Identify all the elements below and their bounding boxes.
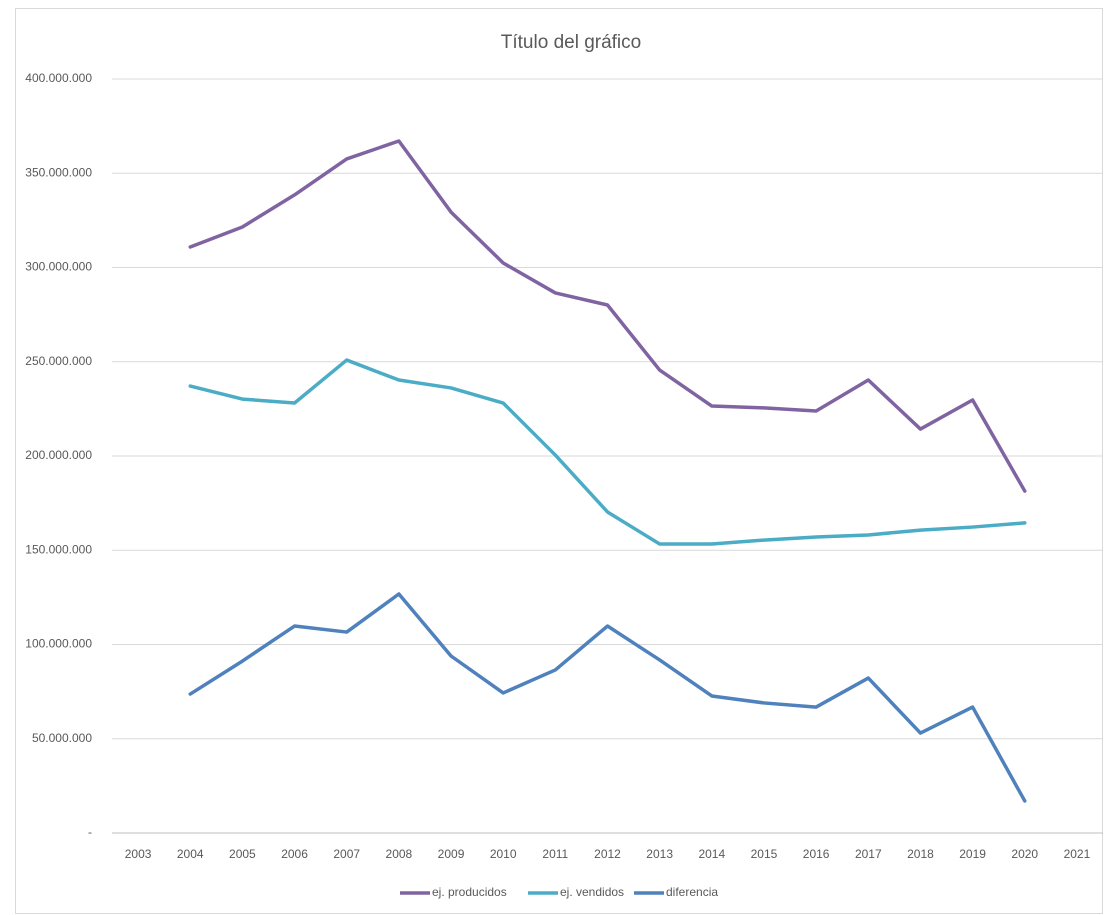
y-tick-label: - (88, 825, 92, 839)
y-tick-label: 50.000.000 (32, 731, 92, 745)
y-tick-label: 100.000.000 (25, 637, 92, 651)
y-tick-label: 400.000.000 (25, 71, 92, 85)
x-tick-label: 2005 (229, 847, 256, 861)
x-tick-label: 2013 (646, 847, 673, 861)
x-tick-label: 2017 (855, 847, 882, 861)
y-tick-label: 350.000.000 (25, 165, 92, 179)
x-tick-label: 2011 (542, 847, 568, 861)
x-tick-label: 2020 (1011, 847, 1038, 861)
x-tick-label: 2021 (1064, 847, 1091, 861)
y-tick-label: 250.000.000 (25, 354, 92, 368)
x-tick-label: 2016 (803, 847, 830, 861)
x-tick-label: 2015 (751, 847, 778, 861)
x-tick-label: 2019 (959, 847, 986, 861)
x-tick-label: 2006 (281, 847, 308, 861)
y-tick-label: 300.000.000 (25, 260, 92, 274)
legend-label: diferencia (666, 885, 718, 899)
legend-label: ej. producidos (432, 885, 507, 899)
data-line (188, 592, 1027, 803)
x-tick-label: 2007 (333, 847, 360, 861)
y-tick-label: 150.000.000 (25, 542, 92, 556)
x-tick-label: 2018 (907, 847, 934, 861)
data-line (188, 139, 1027, 493)
x-tick-label: 2009 (438, 847, 465, 861)
chart-title: Título del gráfico (501, 32, 641, 53)
x-tick-label: 2008 (386, 847, 413, 861)
x-tick-label: 2003 (125, 847, 152, 861)
x-tick-label: 2010 (490, 847, 517, 861)
y-tick-label: 200.000.000 (25, 448, 92, 462)
legend-label: ej. vendidos (560, 885, 624, 899)
x-tick-label: 2014 (698, 847, 725, 861)
data-line (188, 358, 1027, 546)
x-tick-label: 2012 (594, 847, 621, 861)
x-tick-label: 2004 (177, 847, 204, 861)
